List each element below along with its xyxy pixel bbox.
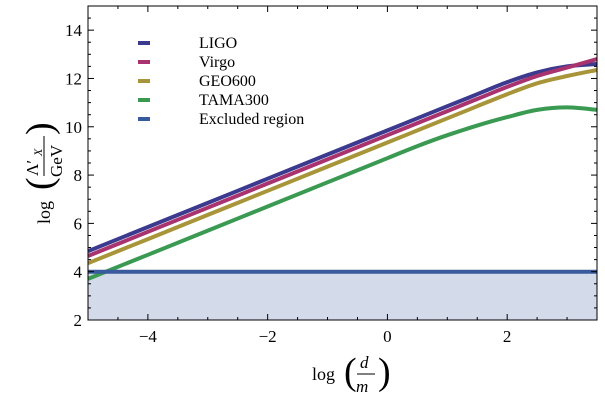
excluded-region-layer xyxy=(88,271,597,320)
x-axis-label-open-paren: ( xyxy=(344,351,357,393)
legend-label: TAMA300 xyxy=(199,92,269,109)
y-axis-label-close-paren: ) xyxy=(19,122,61,135)
legend-label: LIGO xyxy=(199,35,237,52)
y-tick-label: 4 xyxy=(74,263,83,282)
x-tick-label: 0 xyxy=(383,327,392,346)
y-tick-label: 10 xyxy=(65,118,82,137)
x-tick-label: 2 xyxy=(503,327,512,346)
series-line-ligo xyxy=(87,62,598,254)
y-tick-label: 6 xyxy=(74,214,83,233)
y-axis-label-numerator: Λ′ xyxy=(23,160,42,176)
x-axis-label: log ( d m ) xyxy=(312,351,391,394)
x-axis-label-prefix: log xyxy=(312,364,335,384)
y-axis-label: log ( Λ′ X GeV ) xyxy=(19,122,66,224)
y-tick-label: 12 xyxy=(65,69,82,88)
series-line-geo600 xyxy=(87,68,598,266)
legend-label: GEO600 xyxy=(199,73,256,90)
y-tick-label: 2 xyxy=(74,311,83,330)
ticks-layer: −4 −2 0 2 2 4 6 8 10 12 14 xyxy=(65,5,598,346)
y-axis-label-subscript: X xyxy=(31,148,45,157)
y-tick-label: 8 xyxy=(74,166,83,185)
y-axis-label-denominator: GeV xyxy=(47,144,66,177)
legend-label: Virgo xyxy=(199,54,235,71)
x-axis-label-numerator: d xyxy=(360,353,369,372)
series-line-virgo xyxy=(87,57,598,258)
legend: LIGO Virgo GEO600 TAMA300 Excluded region xyxy=(138,35,304,128)
series-layer xyxy=(87,57,598,281)
x-axis-label-close-paren: ) xyxy=(378,351,391,393)
y-tick-label: 14 xyxy=(65,21,83,40)
x-tick-label: −4 xyxy=(139,327,158,346)
y-axis-label-prefix: log xyxy=(34,201,54,224)
x-tick-label: −2 xyxy=(259,327,277,346)
legend-label: Excluded region xyxy=(199,111,304,128)
series-line-tama300 xyxy=(87,105,598,281)
excluded-region-fill xyxy=(88,271,597,320)
y-axis-label-open-paren: ( xyxy=(19,177,61,190)
x-axis-label-denominator: m xyxy=(356,377,368,394)
